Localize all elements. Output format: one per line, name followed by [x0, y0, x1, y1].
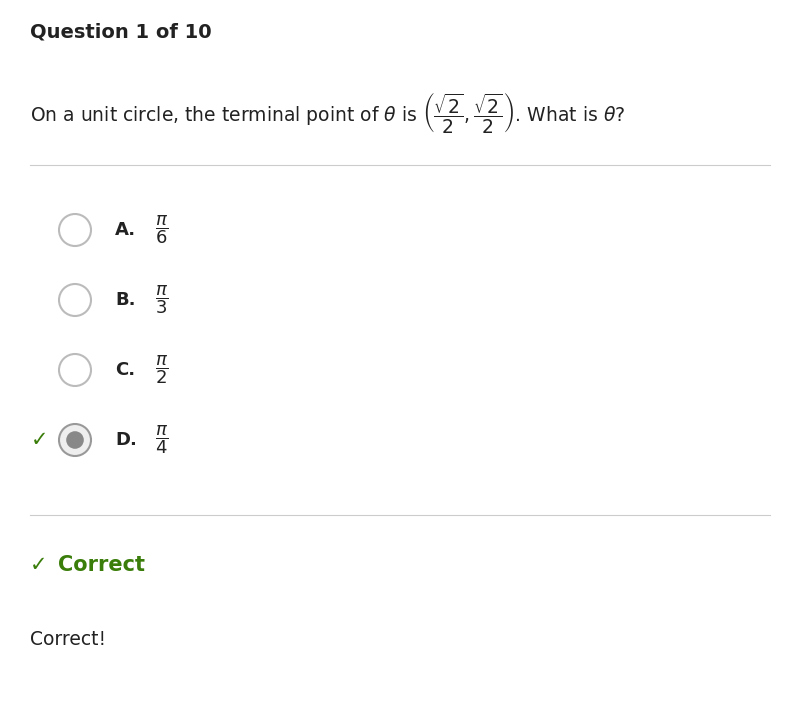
Text: Question 1 of 10: Question 1 of 10: [30, 22, 212, 41]
Circle shape: [59, 284, 91, 316]
Text: ✓: ✓: [30, 555, 47, 575]
Text: ✓: ✓: [31, 430, 49, 450]
Circle shape: [66, 431, 84, 449]
Text: Correct: Correct: [58, 555, 145, 575]
Circle shape: [59, 354, 91, 386]
Circle shape: [59, 214, 91, 246]
Text: A.: A.: [115, 221, 136, 239]
Text: C.: C.: [115, 361, 135, 379]
Text: $\dfrac{\pi}{4}$: $\dfrac{\pi}{4}$: [155, 423, 169, 456]
Text: D.: D.: [115, 431, 137, 449]
Text: $\dfrac{\pi}{6}$: $\dfrac{\pi}{6}$: [155, 213, 169, 246]
Text: $\dfrac{\pi}{3}$: $\dfrac{\pi}{3}$: [155, 283, 169, 316]
Text: Correct!: Correct!: [30, 630, 106, 649]
Circle shape: [59, 424, 91, 456]
Text: On a unit circle, the terminal point of $\theta$ is $\left(\dfrac{\sqrt{2}}{2},\: On a unit circle, the terminal point of …: [30, 90, 626, 135]
Text: B.: B.: [115, 291, 135, 309]
Text: $\dfrac{\pi}{2}$: $\dfrac{\pi}{2}$: [155, 353, 169, 386]
